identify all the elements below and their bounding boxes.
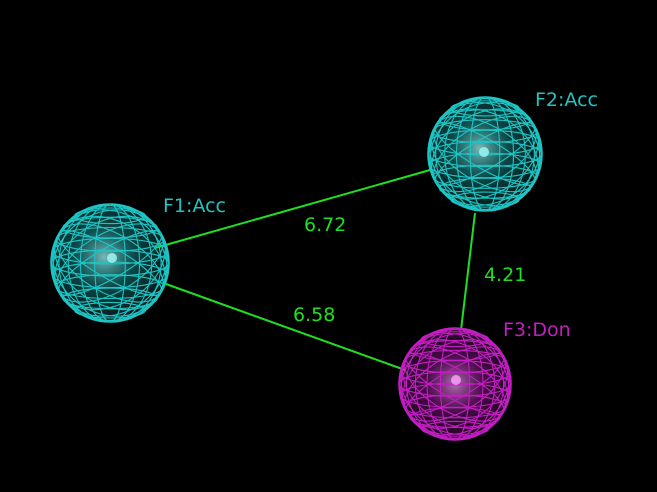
sphere-wireframe <box>50 203 170 323</box>
sphere-wireframe <box>427 96 543 212</box>
distance-line-f1-f3 <box>165 283 406 371</box>
feature-label-f1: F1:Acc <box>163 195 226 217</box>
sphere-center-point <box>107 253 117 263</box>
feature-label-f2: F2:Acc <box>535 89 598 111</box>
feature-sphere-f2[interactable] <box>408 78 562 230</box>
feature-label-f3: F3:Don <box>503 319 571 341</box>
distance-label-f1-f3: 6.58 <box>293 304 335 326</box>
sphere-center-point <box>451 375 461 385</box>
distance-line-f1-f2 <box>154 169 431 249</box>
distance-label-f2-f3: 4.21 <box>484 264 526 286</box>
sphere-wireframe <box>398 327 512 441</box>
distance-line-f2-f3 <box>460 212 476 331</box>
feature-sphere-f1[interactable] <box>30 184 189 342</box>
sphere-center-point <box>479 147 489 157</box>
distance-label-f1-f2: 6.72 <box>304 214 346 236</box>
distance-lines <box>154 169 476 371</box>
feature-sphere-f3[interactable] <box>379 309 530 459</box>
